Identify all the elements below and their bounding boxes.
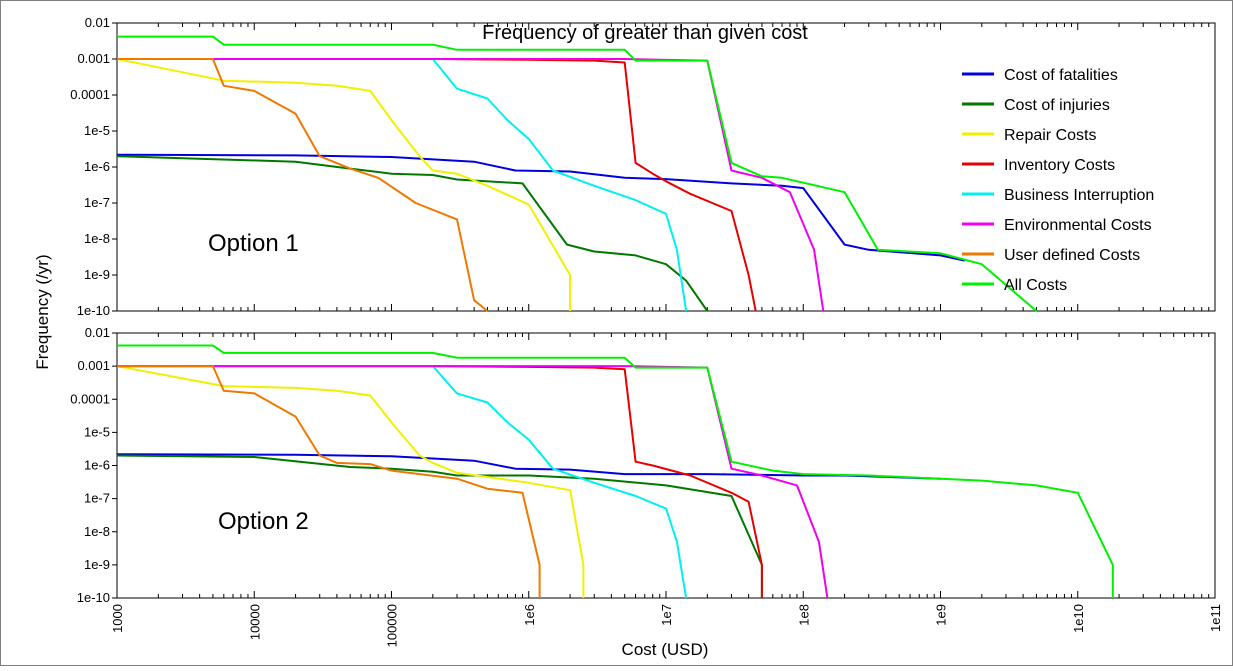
legend-label-user-defined-costs: User defined Costs [1004,247,1140,264]
x-tick-label: 1e9 [934,604,949,626]
y-tick-label: 1e-10 [77,303,110,318]
y-tick-label: 0.001 [77,51,110,66]
y-tick-label: 0.01 [85,325,110,340]
series-line-all-costs [117,35,1038,312]
y-tick-label: 0.001 [77,358,110,373]
y-tick-label: 1e-10 [77,590,110,605]
y-tick-label: 1e-9 [84,557,110,572]
series-line-environmental-costs [117,365,829,599]
x-axis-title: Cost (USD) [622,640,709,659]
series-line-user-defined-costs [117,58,489,312]
x-tick-label: 1e11 [1208,604,1223,632]
y-axis-title: Frequency (/yr) [33,254,52,369]
legend-label-cost-of-injuries: Cost of injuries [1004,97,1110,114]
y-tick-label: 1e-5 [84,424,110,439]
legend-label-business-interruption: Business Interruption [1004,187,1154,204]
panel-1: 0.01 0.001 0.0001 1e-5 1e-6 1e-7 1e-8 1e-9 1e-10… [70,15,1216,318]
y-tick-label: 1e-6 [84,458,110,473]
option-label: Option 2 [218,508,309,535]
series-line-business-interruption [117,58,688,312]
x-tick-label: 10000 [247,604,262,640]
legend-label-cost-of-fatalities: Cost of fatalities [1004,67,1118,84]
legend-label-repair-costs: Repair Costs [1004,127,1096,144]
x-tick-label: 1000 [110,604,125,633]
y-tick-label: 1e-8 [84,231,110,246]
legend-label-environmental-costs: Environmental Costs [1004,217,1152,234]
series-line-environmental-costs [117,58,825,312]
x-tick-label: 1e7 [659,604,674,626]
x-tick-label: 100000 [385,604,400,647]
legend-label-all-costs: All Costs [1004,277,1067,294]
series-line-cost-of-fatalities [116,453,941,480]
y-tick-label: 1e-6 [84,159,110,174]
panel-2: 0.01 0.001 0.0001 1e-5 1e-6 1e-7 1e-8 1e-9 1e-10… [70,325,1223,647]
series-line-repair-costs [116,365,585,598]
x-tick-label: 1e6 [522,604,537,626]
y-tick-label: 0.0001 [70,87,110,102]
series-line-cost-of-fatalities [116,153,965,262]
x-tick-label: 1e10 [1071,604,1086,633]
chart-panels: 0.01 0.001 0.0001 1e-5 1e-6 1e-7 1e-8 1e-9 1e-10… [70,15,1223,647]
y-tick-label: 1e-9 [84,267,110,282]
legend: Cost of fatalities Cost of injuries Repair… [962,67,1154,294]
x-tick-label: 1e8 [796,604,811,626]
series-line-business-interruption [117,365,688,599]
option-label: Option 1 [208,230,299,257]
y-tick-label: 1e-7 [84,195,110,210]
series-line-repair-costs [116,58,572,311]
y-tick-label: 0.01 [85,15,110,30]
chart-title: Frequency of greater than given cost [482,22,808,44]
y-tick-label: 0.0001 [70,391,110,406]
series-line-cost-of-injuries [116,454,763,598]
legend-label-inventory-costs: Inventory Costs [1004,157,1115,174]
series-line-user-defined-costs [117,365,541,598]
y-tick-label: 1e-8 [84,524,110,539]
y-tick-label: 1e-5 [84,123,110,138]
series-line-all-costs [117,344,1114,598]
y-tick-label: 1e-7 [84,491,110,506]
